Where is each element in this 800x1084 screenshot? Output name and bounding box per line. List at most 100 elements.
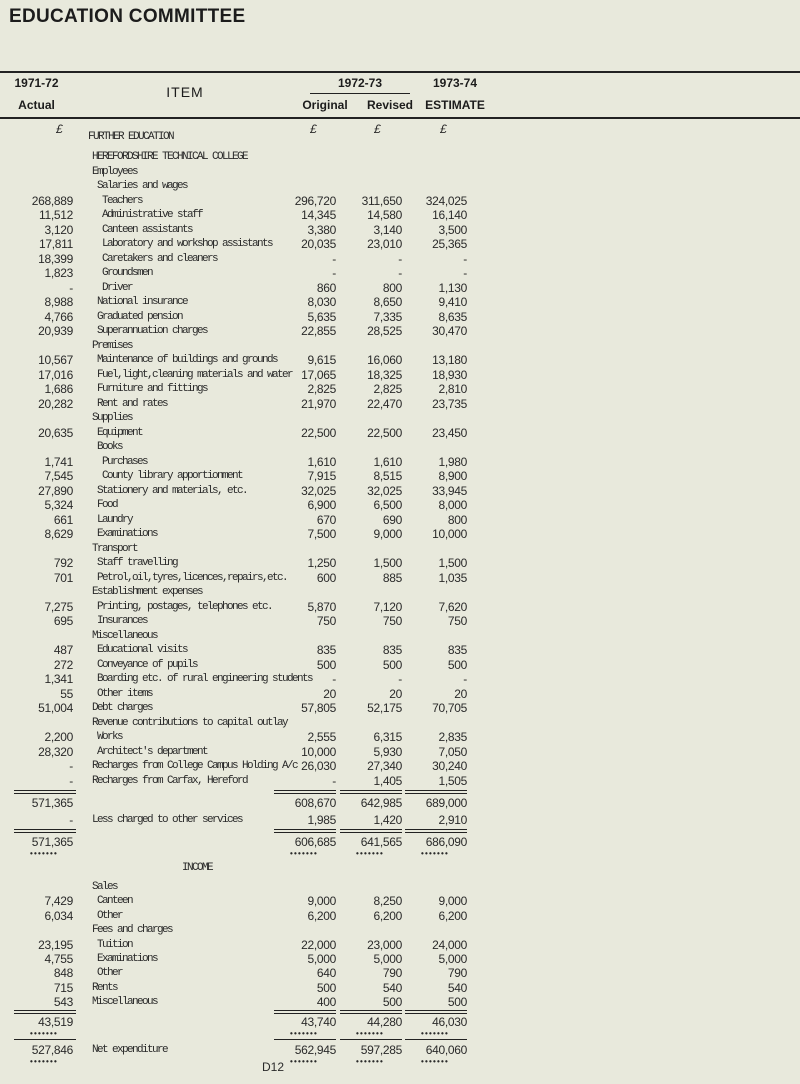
value-original: 22,855 <box>301 324 336 338</box>
value-actual: 20,282 <box>38 396 73 411</box>
value-original: - <box>332 672 336 686</box>
value-original: 14,345 <box>301 208 336 222</box>
row-label: Canteen <box>97 895 134 908</box>
row-label: Other <box>97 909 124 922</box>
value-original: 835 <box>316 643 336 657</box>
value-estimate: 25,365 <box>432 237 467 251</box>
value-actual: 1,823 <box>44 266 73 280</box>
value-original: 22,000 <box>301 937 336 952</box>
value-original: 296,720 <box>294 193 337 208</box>
table-row: Stationery and materials, etc. 27,890 32,0… <box>0 484 800 498</box>
income-row: Other 848 640 790 790 <box>0 966 800 980</box>
table-row: Other items 55 20 20 20 <box>0 687 800 701</box>
value-estimate: 16,140 <box>432 208 467 222</box>
value-actual: 527,846 <box>31 1043 74 1057</box>
table-row: Equipment 20,635 22,500 22,500 23,450 <box>0 426 800 440</box>
header-group-year: 1972-73 <box>337 76 383 90</box>
value-estimate: 8,000 <box>438 498 467 512</box>
value-actual: - <box>69 773 73 788</box>
value-actual: 11,512 <box>38 208 73 222</box>
table-row: Teachers 268,889 296,720 311,650 324,025 <box>0 194 800 208</box>
value-actual: 543 <box>53 995 73 1010</box>
row-label: Tuition <box>97 938 134 951</box>
value-estimate: - <box>463 672 467 686</box>
currency-estimate: £ <box>440 122 447 136</box>
value-revised: 32,025 <box>367 483 402 498</box>
row-label: Rent and rates <box>97 397 169 410</box>
value-original: 5,000 <box>307 952 336 966</box>
value-estimate: 500 <box>447 995 467 1010</box>
value-revised: 6,315 <box>373 730 402 744</box>
value-revised: 790 <box>382 966 402 981</box>
value-revised: 6,500 <box>373 498 402 512</box>
value-revised: 2,825 <box>373 382 402 396</box>
row-label: Conveyance of pupils <box>97 658 199 671</box>
row-label: Recharges from Carfax, Hereford <box>92 774 249 787</box>
value-actual: 695 <box>53 614 73 628</box>
value-actual: 571,365 <box>31 835 74 849</box>
row-label: Teachers <box>102 194 144 207</box>
table-row: Employees <box>0 165 800 179</box>
row-label: Employees <box>92 165 139 178</box>
table-row: Premises <box>0 339 800 353</box>
double-rule <box>405 829 467 833</box>
row-label: Salaries and wages <box>97 180 189 192</box>
value-original: 860 <box>316 280 336 295</box>
header-revised: Revised <box>366 98 414 112</box>
double-rule <box>14 790 76 794</box>
value-revised: 23,010 <box>367 237 402 251</box>
value-original: 1,610 <box>307 454 336 469</box>
value-actual: 6,034 <box>44 908 73 923</box>
value-original: 20 <box>323 686 336 701</box>
income-row: Other 6,034 6,200 6,200 6,200 <box>0 909 800 923</box>
table-row: Books <box>0 440 800 454</box>
total-rule <box>340 1039 402 1040</box>
value-estimate: 2,835 <box>438 730 467 744</box>
table-row: Petrol,oil,tyres,licences,repairs,etc. 70… <box>0 571 800 585</box>
value-estimate: 1,500 <box>438 556 467 570</box>
table-row: Debt charges 51,004 57,805 52,175 70,705 <box>0 701 800 715</box>
value-revised: - <box>398 672 402 686</box>
row-label: Supplies <box>92 412 134 424</box>
value-revised: 7,335 <box>373 309 402 324</box>
value-actual: - <box>69 759 73 773</box>
row-label: Examinations <box>97 953 159 965</box>
total-rule <box>14 1039 76 1040</box>
value-estimate: 835 <box>447 643 467 657</box>
value-estimate: 18,930 <box>432 367 467 382</box>
table-row: Superannuation charges 20,939 22,855 28,525… <box>0 324 800 338</box>
value-revised: 27,340 <box>367 759 402 773</box>
table-row: HEREFORDSHIRE TECHNICAL COLLEGE <box>0 150 800 164</box>
value-original: - <box>332 251 336 266</box>
value-revised: 16,060 <box>367 353 402 367</box>
dotted-underline: ••••••• <box>356 1057 385 1066</box>
subtotal-row: 571,365 608,670 642,985 689,000 <box>0 796 800 810</box>
value-actual: 10,567 <box>38 353 73 367</box>
table-row: Staff travelling 792 1,250 1,500 1,500 <box>0 556 800 570</box>
value-actual: 4,766 <box>44 309 73 324</box>
row-label: Purchases <box>102 455 149 468</box>
double-rule <box>340 829 402 833</box>
value-revised: 500 <box>382 995 402 1010</box>
value-actual: 1,686 <box>44 382 73 396</box>
table-row: Recharges from Carfax, Hereford - - 1,405 1,… <box>0 774 800 788</box>
currency-actual: £ <box>56 122 63 136</box>
table-row: National insurance 8,988 8,030 8,650 9,410 <box>0 295 800 309</box>
value-original: 17,065 <box>301 367 336 382</box>
value-actual: 701 <box>53 570 73 585</box>
double-rule <box>274 790 336 794</box>
value-estimate: 1,505 <box>438 773 467 788</box>
value-estimate: 70,705 <box>432 701 467 715</box>
double-rule <box>340 790 402 794</box>
value-actual: 17,016 <box>38 367 73 382</box>
value-revised: 8,250 <box>373 894 402 909</box>
value-revised: - <box>398 251 402 266</box>
value-estimate: 7,050 <box>438 744 467 759</box>
row-label: National insurance <box>97 296 189 308</box>
table-row: Caretakers and cleaners 18,399 - - - <box>0 252 800 266</box>
table-row: Driver - 860 800 1,130 <box>0 281 800 295</box>
row-label: Canteen assistants <box>102 223 194 236</box>
value-original: 2,555 <box>307 730 336 744</box>
row-label: Other <box>97 967 124 980</box>
